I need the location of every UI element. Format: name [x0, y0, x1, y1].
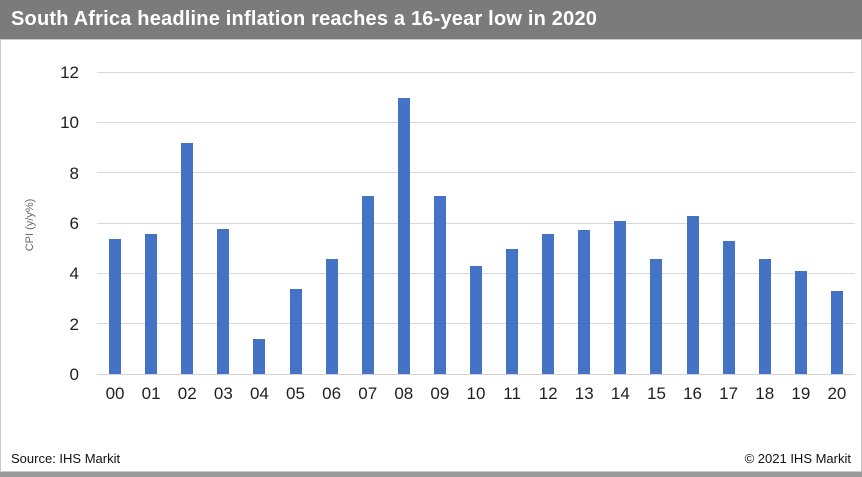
bar-cell — [638, 73, 674, 374]
bar-14 — [614, 221, 627, 374]
bar-cell — [458, 73, 494, 374]
bar-09 — [433, 195, 446, 374]
x-tick-label: 20 — [827, 384, 847, 403]
y-tick-label: 2 — [69, 314, 79, 334]
x-tick-label: 10 — [466, 384, 486, 403]
gridline — [97, 72, 855, 73]
x-tick-label: 05 — [286, 384, 305, 403]
bar-12 — [542, 233, 555, 374]
y-tick-label: 6 — [69, 214, 79, 233]
x-tick-label: 13 — [574, 384, 594, 403]
bar-cell — [314, 73, 350, 374]
bar-10 — [469, 266, 482, 374]
gridline — [97, 122, 855, 124]
bar-cell — [241, 73, 277, 374]
bar-cell — [530, 73, 566, 374]
bar-08 — [397, 98, 410, 374]
bar-cell — [783, 73, 819, 374]
bar-13 — [578, 229, 591, 374]
y-tick-label: 10 — [60, 113, 79, 133]
page-title: South Africa headline inflation reaches … — [11, 8, 598, 30]
bar-cell — [747, 73, 783, 374]
x-tick-label: 00 — [105, 384, 125, 403]
bar-cell — [350, 73, 386, 374]
x-axis-tick-labels: 00 01 02 03 04 05 06 07 08 09 10 11 12 13 14 15 16 17 18 19… — [97, 383, 855, 405]
y-tick-label: 12 — [60, 63, 79, 82]
bar-cell — [169, 73, 205, 374]
x-tick-label: 14 — [610, 384, 630, 403]
x-tick-label: 17 — [719, 384, 739, 403]
source-text: Source: IHS Markit — [11, 451, 121, 466]
bar-cell — [494, 73, 530, 374]
bar-02 — [181, 143, 194, 374]
bar-cell — [566, 73, 602, 374]
bar-cell — [133, 73, 169, 374]
bar-cell — [675, 73, 711, 374]
chart-content-area: CPI (y/y%) 0 2 4 6 8 10 12 00 01 02 03 04 05 06 07 08 0… — [0, 39, 862, 472]
x-tick-label: 11 — [503, 384, 521, 403]
chart-title-bar: South Africa headline inflation reaches … — [0, 0, 862, 39]
x-tick-label: 09 — [430, 384, 450, 403]
x-tick-label: 16 — [683, 384, 702, 403]
x-tick-label: 18 — [755, 384, 775, 403]
bar-18 — [758, 258, 771, 374]
bar-cell — [205, 73, 241, 374]
y-axis-tick-labels: 0 2 4 6 8 10 12 — [1, 40, 85, 471]
gridline — [97, 222, 855, 224]
bar-cell — [97, 73, 133, 374]
x-tick-label: 19 — [791, 384, 811, 403]
bar-05 — [289, 288, 302, 374]
y-tick-label: 4 — [69, 264, 79, 284]
bar-cell — [422, 73, 458, 374]
x-tick-label: 03 — [213, 384, 233, 403]
bar-cell — [819, 73, 855, 374]
y-tick-label: 0 — [69, 365, 79, 384]
bar-20 — [830, 291, 843, 374]
bar-19 — [794, 271, 807, 374]
bar-cell — [386, 73, 422, 374]
x-tick-label: 12 — [538, 384, 558, 403]
bar-cell — [277, 73, 313, 374]
x-tick-label: 08 — [394, 384, 414, 403]
bar-16 — [686, 215, 699, 374]
x-tick-label: 01 — [141, 384, 161, 403]
bar-00 — [109, 238, 122, 374]
gridline — [97, 172, 855, 174]
bar-03 — [217, 228, 230, 374]
bar-06 — [325, 258, 338, 374]
x-tick-label: 06 — [322, 384, 342, 403]
footer-bar — [0, 472, 862, 477]
bar-11 — [506, 248, 519, 374]
bar-15 — [650, 258, 663, 374]
x-tick-label: 07 — [358, 384, 378, 403]
x-tick-label: 04 — [249, 384, 269, 403]
y-tick-label: 8 — [69, 163, 79, 183]
bar-01 — [145, 233, 158, 374]
bar-series — [97, 73, 855, 374]
bar-04 — [253, 338, 266, 374]
plot-area — [97, 72, 855, 375]
x-tick-label: 15 — [646, 384, 666, 403]
bar-cell — [602, 73, 638, 374]
x-tick-label: 02 — [177, 384, 197, 403]
copyright-text: © 2021 IHS Markit — [744, 451, 851, 466]
bar-07 — [361, 195, 374, 374]
bar-cell — [711, 73, 747, 374]
bar-17 — [722, 241, 735, 374]
